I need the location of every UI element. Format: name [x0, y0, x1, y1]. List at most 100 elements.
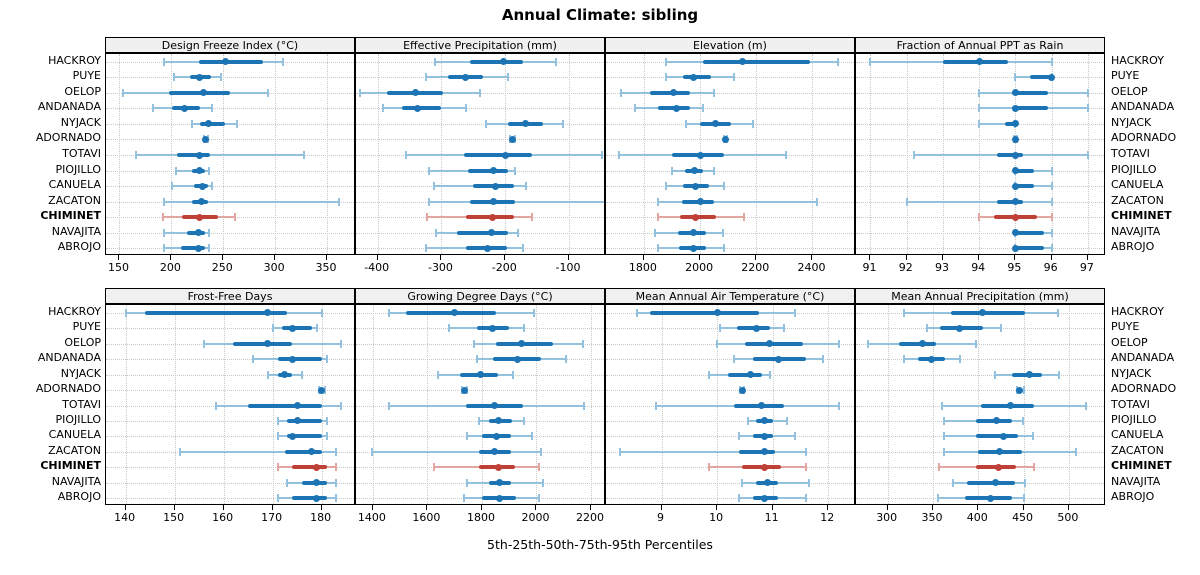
whisker-cap — [713, 88, 716, 97]
grid-line-horizontal — [606, 482, 854, 484]
whisker-cap — [538, 463, 541, 472]
site-label-left: ABROJO — [57, 490, 101, 504]
axis-tick — [1050, 255, 1052, 260]
whisker-cap — [523, 324, 526, 333]
axis-tick — [1014, 255, 1016, 260]
percentile-whisker — [428, 200, 604, 203]
median-dot — [494, 463, 502, 471]
axis-tick-label: 1400 — [357, 511, 386, 524]
iqr-bar — [233, 341, 293, 346]
median-dot — [517, 340, 525, 348]
whisker-cap — [276, 463, 279, 472]
median-dot — [760, 432, 768, 440]
whisker-cap — [271, 324, 274, 333]
whisker-cap — [565, 355, 568, 364]
median-dot — [774, 355, 782, 363]
whisker-cap — [938, 463, 941, 472]
whisker-cap — [207, 228, 210, 237]
iqr-bar — [702, 59, 810, 64]
whisker-cap — [174, 166, 177, 175]
axis-tick — [504, 255, 506, 260]
percentile-whisker — [136, 154, 305, 156]
grid-line-horizontal — [106, 436, 354, 438]
median-dot — [1000, 432, 1008, 440]
median-dot — [994, 463, 1002, 471]
panel-header: Frost-Free Days — [105, 288, 355, 304]
iqr-bar — [650, 310, 759, 315]
median-dot — [987, 494, 995, 502]
iqr-bar — [739, 449, 776, 454]
whisker-cap — [465, 478, 468, 487]
median-dot — [499, 58, 507, 66]
axis-tick-label: 92 — [898, 261, 913, 274]
whisker-cap — [635, 308, 638, 317]
whisker-cap — [335, 478, 338, 487]
panel-plot-area — [105, 304, 355, 505]
whisker-cap — [427, 166, 430, 175]
whisker-cap — [315, 324, 318, 333]
whisker-cap — [1014, 73, 1017, 82]
whisker-cap — [999, 324, 1002, 333]
grid-line-horizontal — [106, 77, 354, 79]
iqr-bar — [292, 465, 327, 470]
whisker-cap — [716, 339, 719, 348]
panel-header: Mean Annual Precipitation (mm) — [855, 288, 1105, 304]
median-dot — [758, 402, 766, 409]
whisker-cap — [335, 494, 338, 503]
median-dot — [918, 340, 926, 348]
median-dot — [195, 73, 203, 81]
whisker-cap — [531, 432, 534, 441]
grid-line-vertical — [591, 305, 592, 504]
whisker-cap — [1050, 228, 1053, 237]
percentile-whisker — [371, 450, 541, 453]
median-dot — [1007, 402, 1015, 409]
whisker-cap — [807, 478, 810, 487]
iqr-bar — [248, 403, 322, 408]
whisker-cap — [121, 88, 124, 97]
iqr-bar — [1015, 246, 1045, 251]
median-dot — [1011, 229, 1019, 237]
panel-plot-area — [355, 53, 605, 255]
whisker-cap — [1050, 182, 1053, 191]
site-label-left: TOTAVI — [62, 397, 101, 411]
median-dot — [496, 479, 504, 487]
site-label-left: NAVAJITA — [51, 474, 101, 488]
whisker-cap — [276, 416, 279, 425]
site-label-right: CANUELA — [1111, 428, 1164, 442]
whisker-cap — [869, 57, 872, 66]
whisker-cap — [325, 432, 328, 441]
whisker-cap — [282, 57, 285, 66]
grid-line-horizontal — [606, 232, 854, 234]
median-dot — [264, 340, 272, 348]
whisker-cap — [1022, 386, 1025, 395]
grid-line-horizontal — [106, 359, 354, 361]
grid-line-horizontal — [106, 390, 354, 392]
site-label-right: NAVAJITA — [1111, 474, 1161, 488]
axis-tick-label: -400 — [364, 261, 390, 274]
site-label-right: ZACATON — [1111, 443, 1164, 457]
axis-tick-label: 2200 — [741, 261, 770, 274]
site-label-left: OELOP — [64, 335, 101, 349]
whisker-cap — [303, 151, 306, 159]
whisker-cap — [370, 447, 373, 456]
whisker-cap — [478, 416, 481, 425]
axis-tick — [568, 255, 569, 260]
axis-tick-label: 96 — [1043, 261, 1058, 274]
whisker-cap — [325, 355, 328, 364]
whisker-cap — [1050, 166, 1053, 175]
grid-line-vertical — [377, 54, 379, 254]
whisker-cap — [655, 401, 657, 410]
axis-tick-label: 150 — [107, 261, 129, 274]
iqr-bar — [942, 59, 1009, 64]
site-label-right: OELOP — [1111, 84, 1148, 98]
grid-line-horizontal — [856, 343, 1104, 345]
median-dot — [669, 89, 677, 97]
axis-tick-label: 350 — [315, 261, 337, 274]
grid-line-vertical — [887, 305, 889, 504]
axis-tick-label: 180 — [310, 511, 332, 524]
panel-header: Fraction of Annual PPT as Rain — [855, 37, 1105, 53]
median-dot — [281, 371, 289, 379]
grid-line-vertical — [326, 54, 328, 254]
grid-line-vertical — [812, 54, 814, 254]
axis-tick-label: -100 — [555, 261, 581, 274]
